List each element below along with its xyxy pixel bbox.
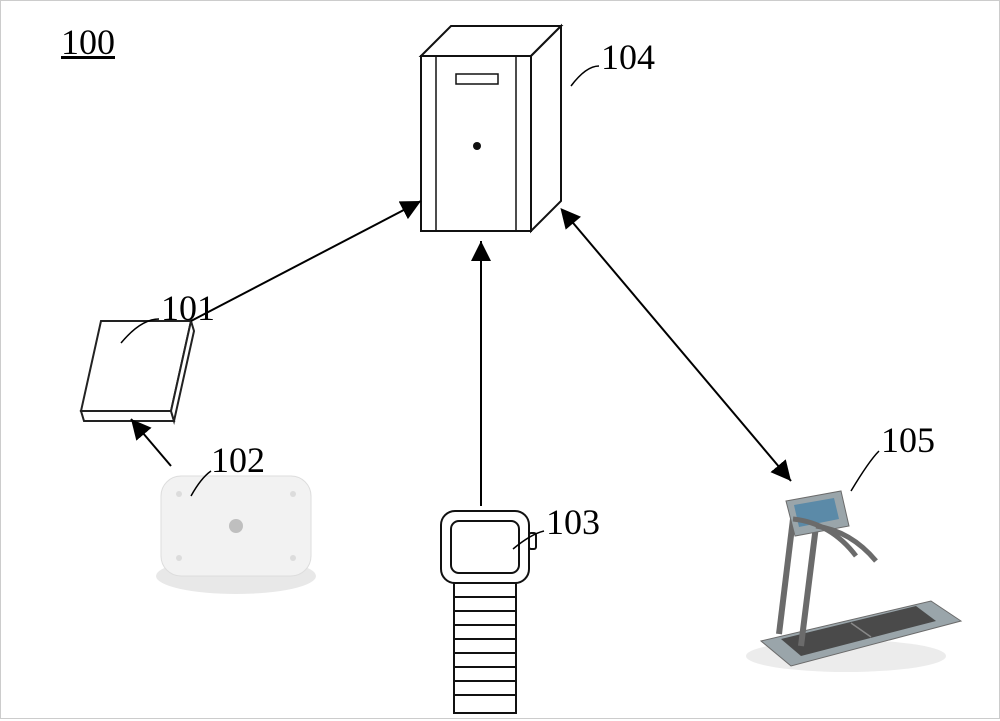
arrows-layer [1,1,1000,720]
arrow-scanner-to-server [191,201,421,321]
arrow-server-to-treadmill [563,211,791,481]
arrow-scale-to-scanner [131,419,171,466]
diagram-canvas: 100 104 101 102 [0,0,1000,719]
